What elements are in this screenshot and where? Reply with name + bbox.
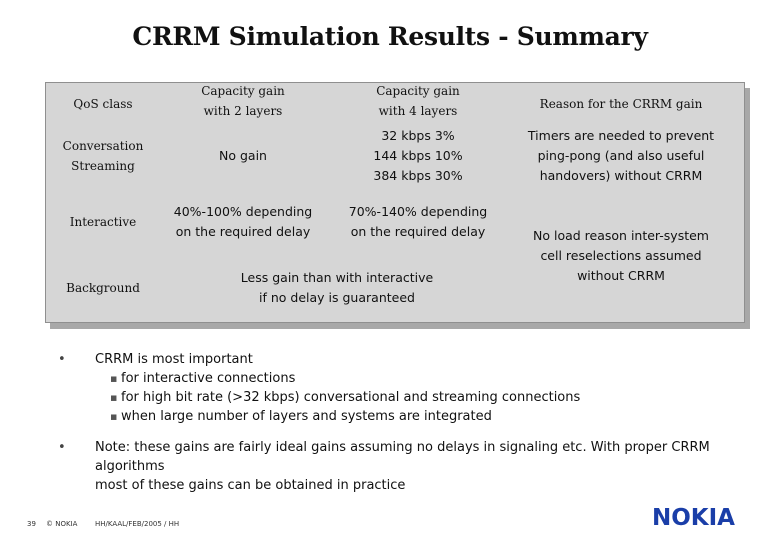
- sub-bullet-item: ▪ for interactive connections: [110, 371, 296, 386]
- results-table: QoS class Capacity gain with 2 layers Ca…: [45, 82, 745, 323]
- sub-bullet-item: ▪ when large number of layers and system…: [110, 409, 492, 424]
- sub-bullet-item: ▪ for high bit rate (>32 kbps) conversat…: [110, 390, 581, 405]
- row-interactive-gain-4: 70%-140% depending on the required delay: [348, 204, 488, 239]
- row-conversational-class: Conversation Streaming: [62, 139, 144, 173]
- bullet-dot-icon: •: [58, 352, 66, 367]
- row-background-class: Background: [66, 281, 140, 295]
- header-qos-class: QoS class: [73, 97, 133, 111]
- footer-reference: HH/KAAL/FEB/2005 / HH: [95, 520, 180, 528]
- bullet-dot-icon: •: [58, 440, 66, 455]
- square-bullet-icon: ▪: [110, 410, 118, 423]
- square-bullet-icon: ▪: [110, 372, 118, 385]
- row-background-gain: Less gain than with interactive if no de…: [240, 270, 434, 305]
- page-number: 39: [27, 520, 36, 528]
- shared-reason: No load reason inter-system cell reselec…: [533, 228, 709, 283]
- square-bullet-icon: ▪: [110, 391, 118, 404]
- page-title: CRRM Simulation Results - Summary: [132, 22, 648, 51]
- nokia-logo: NOKIA: [652, 505, 735, 531]
- row-interactive-class: Interactive: [69, 215, 137, 229]
- bullet-item-note: • Note: these gains are fairly ideal gai…: [58, 440, 710, 493]
- row-conversational-reason: Timers are needed to prevent ping-pong (…: [527, 128, 715, 183]
- header-gain-2-layers: Capacity gain with 2 layers: [201, 84, 285, 118]
- bullet-item: • CRRM is most important: [58, 352, 253, 367]
- row-conversational-gain-2: No gain: [219, 148, 267, 163]
- header-gain-4-layers: Capacity gain with 4 layers: [376, 84, 460, 118]
- bullet-list: • CRRM is most important ▪ for interacti…: [58, 350, 758, 495]
- copyright: © NOKIA: [46, 520, 78, 528]
- header-reason: Reason for the CRRM gain: [539, 97, 703, 111]
- row-interactive-gain-2: 40%-100% depending on the required delay: [173, 204, 313, 239]
- row-conversational-gain-4: 32 kbps 3% 144 kbps 10% 384 kbps 30%: [373, 128, 463, 183]
